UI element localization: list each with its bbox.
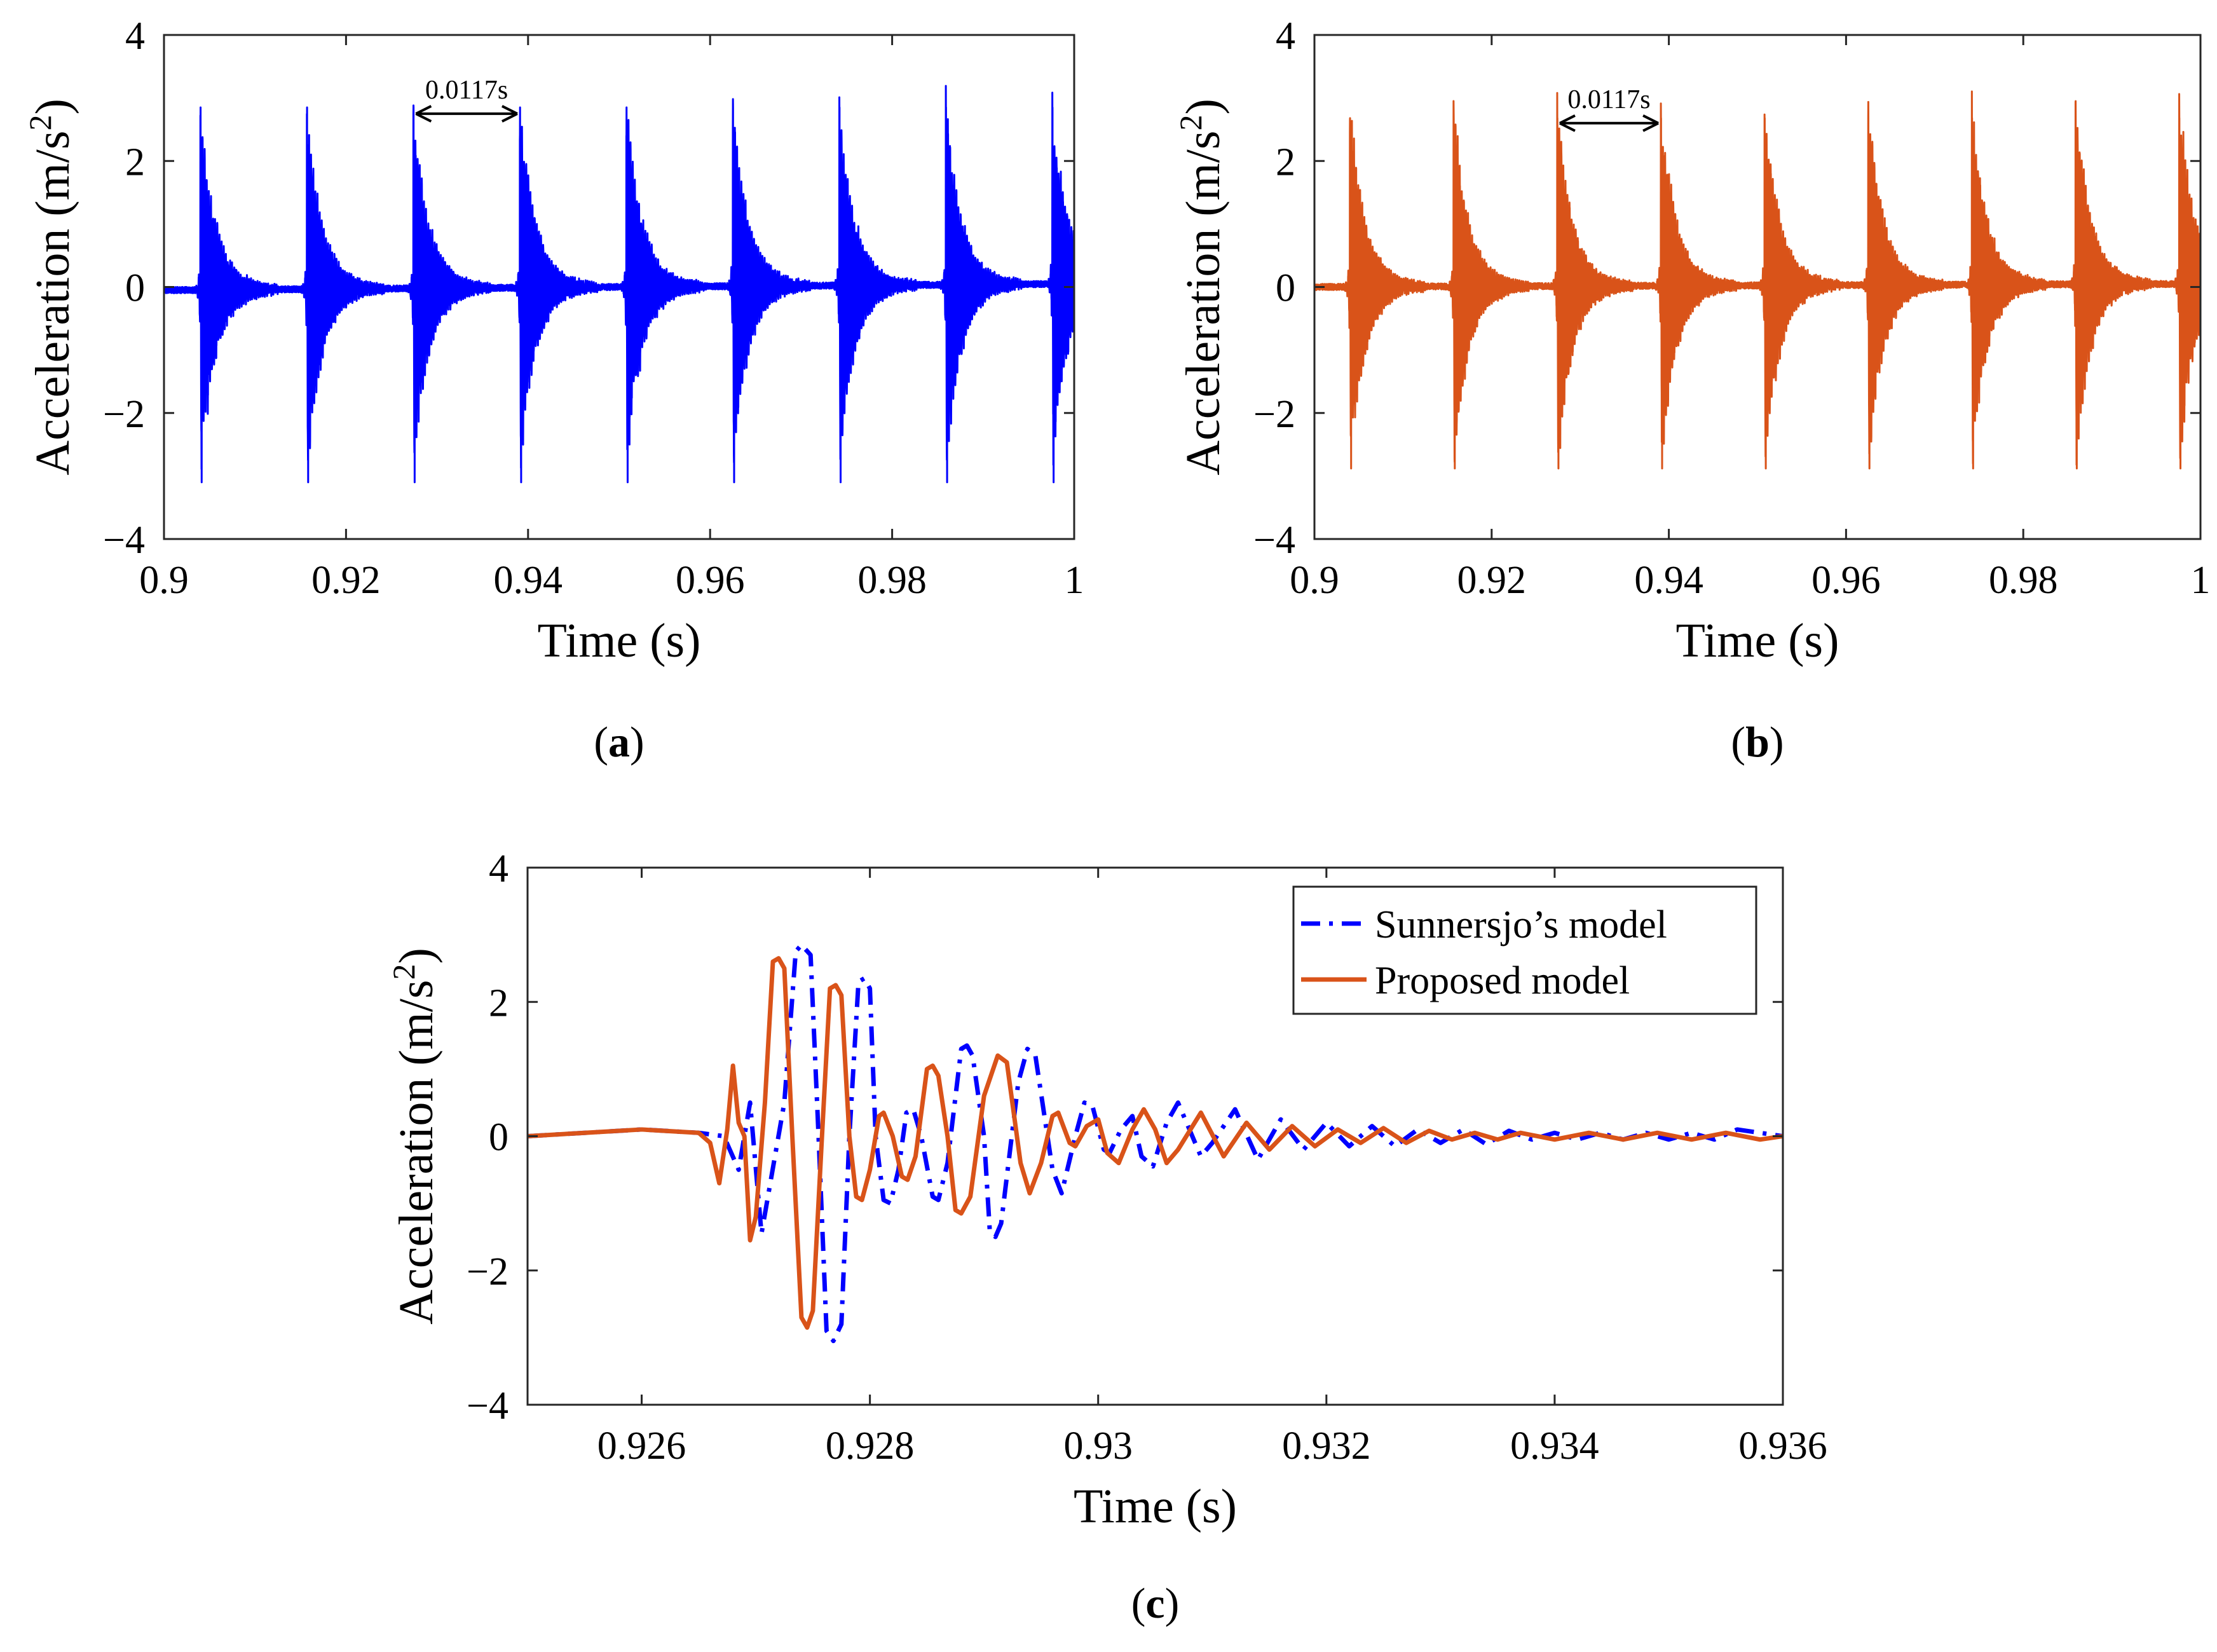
panel-caption-open: ( (594, 718, 608, 766)
x-tick-label: 1 (1065, 559, 1084, 602)
y-axis-title-close: ) (26, 99, 79, 114)
annotation-arrowhead-left (415, 105, 432, 123)
legend-entry-0: Sunnersjo’s model (1375, 903, 1667, 946)
x-tick-label: 0.96 (1811, 559, 1881, 602)
panel-caption-close: ) (1165, 1579, 1180, 1627)
x-tick-label: 0.96 (676, 559, 745, 602)
panel-caption-letter: b (1745, 718, 1770, 766)
x-tick-label: 0.94 (1634, 559, 1703, 602)
x-tick-label: 0.98 (857, 559, 927, 602)
y-tick-label: 2 (1276, 140, 1295, 184)
y-axis-title-main: Acceleration (m/s (26, 130, 79, 475)
x-axis-title: Time (s) (538, 614, 701, 667)
series-line-sunnersjo-s-model (528, 942, 1783, 1344)
chart-panel-c: 0.926 0.928 0.93 0.932 0.934 0.936 −4 −2 0 2 4 Time… (386, 847, 1827, 1627)
y-axis-title-sup: 2 (22, 114, 58, 130)
series-line-proposed-model (528, 956, 1783, 1330)
annotation-arrowhead-right (501, 105, 518, 123)
y-axis-title-sup: 2 (1173, 114, 1208, 130)
y-tick-label: 0 (489, 1116, 508, 1159)
y-axis-title-main: Acceleration (m/s (390, 980, 443, 1324)
y-tick-label: −4 (467, 1384, 508, 1428)
annotation-period-label: 0.0117s (1567, 85, 1650, 114)
x-tick-label: 0.93 (1063, 1424, 1133, 1468)
annotation-arrowhead-right (1642, 114, 1659, 132)
y-axis-title: Acceleration (m/s2) (386, 948, 443, 1325)
x-tick-label: 0.9 (1290, 559, 1339, 602)
y-tick-label: 4 (125, 15, 145, 58)
y-tick-label: 2 (125, 140, 145, 184)
y-tick-label: 0 (125, 267, 145, 310)
panel-caption-open: ( (1131, 1579, 1146, 1627)
y-tick-label: −2 (103, 393, 145, 436)
chart-panel-a: 0.9 0.92 0.94 0.96 0.98 1 −4 −2 0 2 4 Time (s) Accel… (22, 15, 1084, 766)
y-axis-title-sup: 2 (386, 964, 421, 980)
panel-caption-close: ) (1770, 718, 1784, 766)
x-axis-title: Time (s) (1676, 614, 1839, 667)
y-tick-label: −4 (1253, 519, 1295, 562)
x-tick-label: 0.98 (1989, 559, 2058, 602)
x-tick-label: 0.932 (1282, 1424, 1371, 1468)
annotation-period-label: 0.0117s (425, 76, 508, 105)
panel-caption-close: ) (630, 718, 645, 766)
legend-box (1292, 885, 1757, 1015)
x-tick-label: 0.934 (1510, 1424, 1599, 1468)
y-axis-title-close: ) (1177, 99, 1230, 114)
series-line-measured-signal (164, 85, 1074, 484)
panel-caption: (a) (594, 718, 644, 766)
chart-panel-b: 0.9 0.92 0.94 0.96 0.98 1 −4 −2 0 2 4 Time (s) Accel… (1173, 15, 2211, 766)
x-tick-label: 0.936 (1738, 1424, 1827, 1468)
annotation-arrowhead-left (1559, 114, 1576, 132)
y-axis-title: Acceleration (m/s2) (22, 99, 79, 475)
panel-caption-letter: a (608, 718, 630, 766)
x-tick-label: 0.92 (311, 559, 381, 602)
x-tick-label: 0.928 (826, 1424, 915, 1468)
panel-caption-letter: c (1145, 1579, 1164, 1627)
legend-entry-1: Proposed model (1375, 959, 1630, 1002)
x-tick-label: 0.92 (1457, 559, 1527, 602)
y-tick-label: −4 (103, 519, 145, 562)
x-tick-label: 0.94 (494, 559, 563, 602)
panel-caption: (b) (1731, 718, 1784, 766)
y-tick-label: −2 (1253, 393, 1295, 436)
y-tick-label: −2 (467, 1250, 508, 1294)
y-tick-label: 4 (1276, 15, 1295, 58)
x-axis-title: Time (s) (1074, 1480, 1237, 1533)
x-tick-label: 0.9 (139, 559, 189, 602)
panel-caption-open: ( (1731, 718, 1745, 766)
x-tick-label: 1 (2191, 559, 2211, 602)
y-tick-label: 2 (489, 981, 508, 1025)
y-tick-label: 0 (1276, 267, 1295, 310)
series-line-simulated-signal (1314, 90, 2200, 470)
panel-caption: (c) (1131, 1579, 1180, 1627)
y-axis-title-close: ) (390, 948, 443, 964)
y-tick-label: 4 (489, 847, 508, 891)
y-axis-title-main: Acceleration (m/s (1177, 130, 1230, 475)
y-axis-title: Acceleration (m/s2) (1173, 99, 1230, 475)
x-tick-label: 0.926 (597, 1424, 686, 1468)
